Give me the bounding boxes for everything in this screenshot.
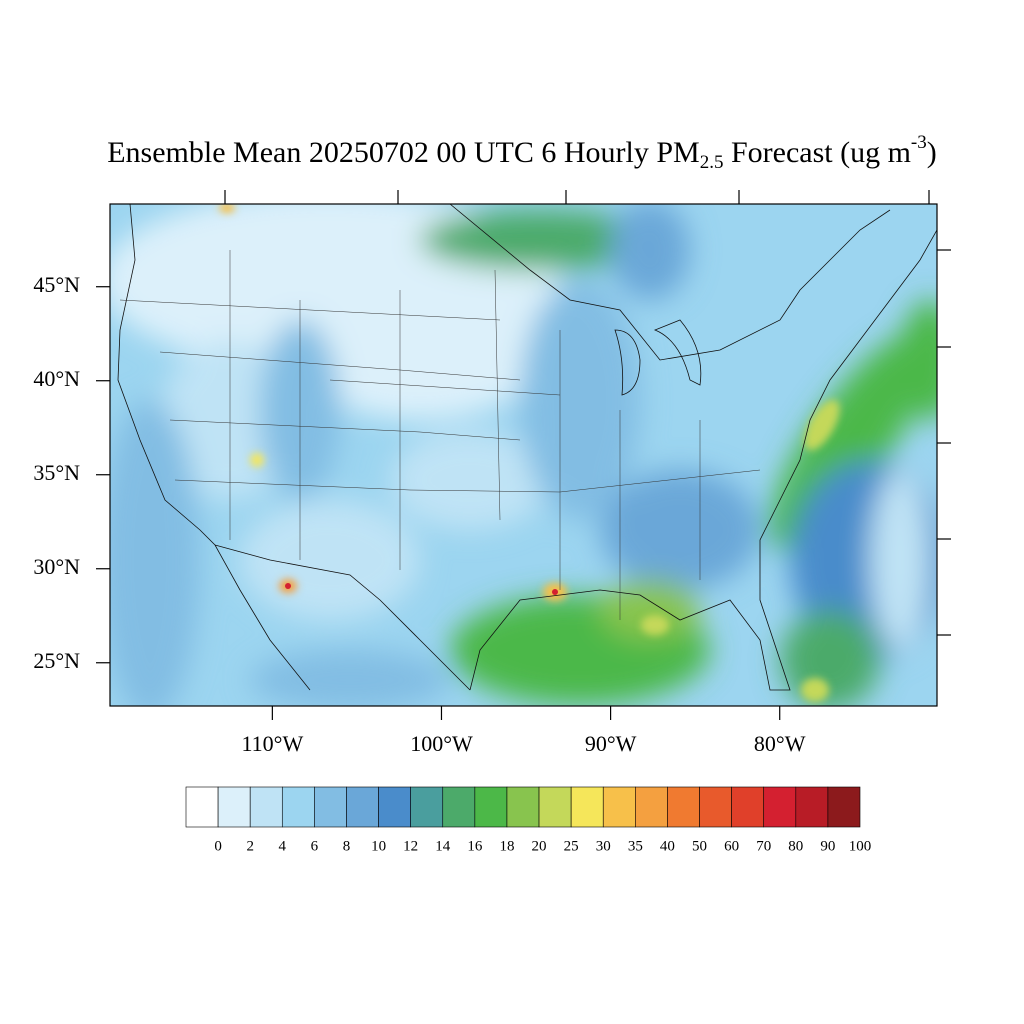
colorbar-swatch (570, 786, 604, 828)
colorbar-label: 80 (788, 838, 803, 854)
colorbar-swatch (474, 786, 508, 828)
colorbar-label: 25 (564, 838, 579, 854)
colorbar-label: 40 (660, 838, 675, 854)
colorbar: 0 2 4 6 8 10 12 14 16 18 20 25 30 35 40 50 60 70 80 90 100 (185, 786, 872, 854)
colorbar-swatch (667, 786, 700, 828)
colorbar-label: 6 (311, 838, 319, 854)
colorbar-label: 4 (279, 838, 287, 854)
colorbar-label: 50 (692, 838, 707, 854)
title-text: Forecast (ug m (723, 136, 910, 169)
colorbar-swatch (442, 786, 476, 828)
colorbar-swatch (217, 786, 251, 828)
colorbar-label: 100 (849, 838, 872, 854)
colorbar-swatch (314, 786, 347, 828)
colorbar-swatch (602, 786, 636, 828)
colorbar-swatch (795, 786, 829, 828)
colorbar-label: 16 (467, 838, 483, 854)
frame-ticks (224, 190, 951, 636)
colorbar-swatch (378, 786, 411, 828)
x-tick-label: 80°W (754, 731, 806, 756)
y-tick-label: 40°N (33, 366, 80, 391)
colorbar-label: 18 (499, 838, 514, 854)
colorbar-label: 2 (246, 838, 254, 854)
colorbar-swatch (699, 786, 732, 828)
x-tick-label: 100°W (410, 731, 473, 756)
colorbar-swatch (185, 786, 219, 828)
colorbar-swatch (827, 786, 861, 828)
colorbar-swatch (346, 786, 379, 828)
y-tick-label: 30°N (33, 554, 80, 579)
colorbar-label: 0 (214, 838, 222, 854)
colorbar-label: 20 (532, 838, 547, 854)
y-tick-label: 45°N (33, 272, 80, 297)
y-tick-label: 35°N (33, 460, 80, 485)
colorbar-label: 8 (343, 838, 351, 854)
colorbar-label: 60 (724, 838, 739, 854)
colorbar-swatch (410, 786, 444, 828)
map-frame (109, 203, 938, 707)
map-field (110, 204, 937, 706)
colorbar-swatch (731, 786, 765, 828)
colorbar-label: 90 (820, 838, 835, 854)
colorbar-label: 12 (403, 838, 418, 854)
colorbar-swatch (635, 786, 668, 828)
colorbar-label: 10 (371, 838, 386, 854)
colorbar-swatch (506, 786, 540, 828)
title-subscript: 2.5 (700, 152, 724, 173)
colorbar-label: 35 (628, 838, 643, 854)
axes: 45°N 40°N 35°N 30°N 25°N 110°W 100°W 90°W 80°W (33, 272, 805, 756)
x-tick-label: 90°W (585, 731, 637, 756)
colorbar-label: 30 (596, 838, 611, 854)
colorbar-swatch (763, 786, 797, 828)
colorbar-swatch (281, 786, 315, 828)
title-superscript: -3 (911, 132, 927, 153)
colorbar-label: 14 (435, 838, 451, 854)
x-tick-label: 110°W (241, 731, 303, 756)
title-text: Ensemble Mean 20250702 00 UTC 6 Hourly P… (107, 136, 699, 169)
colorbar-swatch (249, 786, 283, 828)
colorbar-label: 70 (756, 838, 771, 854)
y-tick-label: 25°N (33, 648, 80, 673)
title: Ensemble Mean 20250702 00 UTC 6 Hourly P… (107, 132, 937, 173)
title-text: ) (927, 136, 937, 169)
colorbar-swatch (538, 786, 572, 828)
